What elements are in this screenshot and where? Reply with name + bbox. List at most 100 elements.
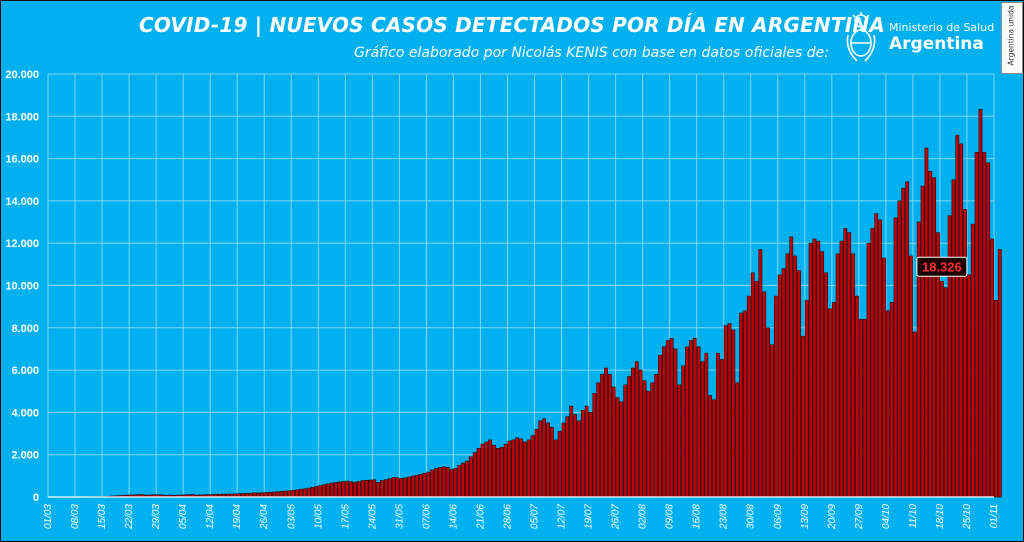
bar [943,287,948,498]
x-tick-label: 09/08 [665,504,676,529]
bar [291,490,296,498]
bar [604,367,608,498]
bar [712,399,716,498]
x-tick-label: 19/07 [584,504,595,529]
bar [341,481,346,498]
x-tick-label: 18/10 [935,504,946,529]
bar [708,395,713,498]
bar [588,412,593,498]
bar [855,295,859,498]
bar [368,479,373,498]
bar [797,270,801,498]
bar [650,382,655,498]
bar [704,352,709,498]
bar [573,414,577,498]
bar [762,291,767,498]
bar [449,469,454,498]
logo-line-argentina: Argentina [889,34,984,54]
x-tick-label: 24/05 [367,504,378,530]
bar [619,401,624,498]
bar [299,488,303,498]
bar [669,338,674,498]
x-tick-label: 15/03 [97,504,108,529]
bar [403,477,408,498]
bar [858,319,863,498]
bar [353,482,357,498]
bar [893,217,898,498]
bar [472,452,477,498]
x-tick-label: 17/05 [340,504,351,529]
x-tick-label: 05/07 [530,504,541,529]
bar [503,443,508,498]
x-tick-label: 08/03 [70,504,81,529]
bar [897,200,902,498]
x-tick-label: 22/03 [124,504,135,530]
bar [349,481,353,498]
bar [646,390,651,498]
bar [804,300,809,498]
bar [970,223,975,498]
bar [314,486,319,498]
bar [515,437,520,498]
x-tick-label: 05/04 [178,504,189,529]
bar [878,219,882,498]
bar [607,374,612,498]
y-tick-label: 4.000 [11,407,39,419]
bar [326,483,330,498]
bar [843,228,848,498]
y-tick-label: 2.000 [11,450,39,462]
x-tick-label: 10/05 [313,504,324,529]
bar [812,238,817,498]
bar [345,480,350,498]
bar [928,170,933,498]
bar [287,490,292,498]
x-tick-label: 21/06 [475,504,486,530]
bar [700,361,705,498]
bar [634,361,639,498]
bar [380,480,384,498]
bar [994,300,998,498]
bar [387,478,392,498]
y-tick-label: 14.000 [5,196,39,208]
bar [673,348,678,498]
y-tick-label: 18.000 [5,111,39,123]
bar [561,422,566,498]
bar [692,338,697,498]
bar [800,335,805,498]
peak-label: 18.326 [922,259,962,274]
bar [696,346,701,498]
bar [592,393,597,498]
bar [932,177,937,498]
bar [252,492,257,498]
bar [689,340,693,498]
bar [997,249,1002,498]
bar [577,420,581,498]
y-tick-label: 20.000 [5,69,39,81]
bar [781,268,786,498]
bar [743,310,747,498]
x-tick-label: 01/11 [989,504,1000,528]
bar [530,435,535,498]
bar [461,462,465,498]
bar [268,491,272,498]
bar [318,485,323,498]
bar [534,429,539,498]
bar [665,340,670,498]
bar [557,431,562,498]
bar [623,384,628,498]
bar [611,386,616,498]
y-tick-label: 8.000 [11,323,39,335]
x-tick-label: 01/03 [43,504,54,529]
bar [974,151,979,498]
bar [550,426,554,498]
ministerio-salud-logo: Ministerio de Salud Argentina [843,11,1003,65]
bar [901,187,906,498]
bar [538,420,543,498]
y-tick-label: 16.000 [5,154,39,166]
argentina-coat-of-arms-icon [846,12,876,62]
bar [391,477,396,498]
bar [847,232,852,498]
x-tick-label: 11/10 [908,504,919,529]
x-tick-label: 19/04 [232,504,243,529]
bar [275,491,280,498]
